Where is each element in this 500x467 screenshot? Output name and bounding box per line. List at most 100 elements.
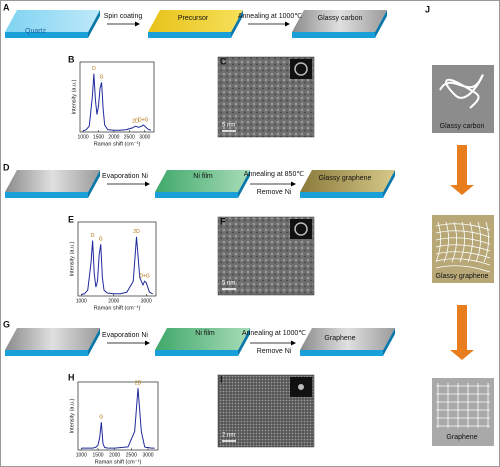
mesh [435, 221, 491, 273]
step-label: Annealing at 1000℃ [242, 330, 306, 337]
slab-side [5, 32, 88, 38]
y-axis-label: Intensity (a.u.) [71, 79, 77, 114]
peak-label: D+G [139, 274, 150, 280]
slab-side [88, 170, 100, 198]
peak-label: D [92, 66, 96, 72]
slab-top [292, 10, 387, 32]
panel-label: A [3, 2, 10, 12]
panel-label: E [68, 214, 74, 224]
schematic-label: Glassy carbon [440, 123, 485, 130]
slab-side [375, 10, 387, 38]
slab-side [292, 32, 375, 38]
slab-side [300, 350, 383, 356]
spectrum [82, 73, 152, 132]
slab-top [155, 170, 250, 192]
arrow-shaft [457, 145, 467, 185]
mesh [435, 221, 491, 263]
schematic-box [432, 378, 494, 446]
slab-side [88, 10, 100, 38]
peak-label: G [99, 415, 103, 421]
x-axis-label: Raman shift (cm⁻¹) [94, 141, 141, 147]
x-tick-label: 3000 [141, 298, 152, 304]
fft-ring [294, 222, 308, 236]
y-axis-label: Intensity (a.u.) [69, 241, 75, 276]
slab-side [5, 350, 88, 356]
scale-bar-label: 5 nm [222, 123, 235, 129]
squiggle [439, 74, 484, 109]
product-label: Glassy graphene [319, 175, 372, 182]
slab-top [148, 10, 243, 32]
x-tick-label: 1000 [78, 134, 89, 140]
plot-frame [79, 61, 155, 133]
fft-ring [298, 384, 304, 390]
panel-label: B [68, 54, 75, 64]
product-label: Precursor [178, 15, 209, 22]
text-layer: A B C D E F G H I J Quartz Spin coating … [3, 2, 489, 440]
step-label: Remove Ni [257, 348, 292, 355]
arrow-head [145, 181, 150, 187]
step-label: Spin coating [104, 13, 143, 20]
x-tick-label: 1000 [76, 452, 87, 458]
arrow-shaft [457, 305, 467, 350]
spectrum [81, 236, 153, 296]
plot-frame [77, 221, 157, 297]
slab-side [155, 350, 238, 356]
x-tick-label: 1500 [92, 452, 103, 458]
product-label: Ni film [193, 173, 213, 180]
arrow-head [291, 181, 296, 187]
peak-label: 2D [133, 229, 140, 235]
step-label: Remove Ni [257, 189, 292, 196]
panel-label: F [220, 216, 226, 226]
x-tick-label: 2000 [109, 452, 120, 458]
product-label: Ni film [195, 330, 215, 337]
x-tick-label: 2000 [108, 134, 119, 140]
x-tick-label: 3000 [139, 134, 150, 140]
x-tick-label: 3000 [142, 452, 153, 458]
spectrum [81, 388, 155, 449]
slab-side [300, 192, 383, 198]
x-tick-label: 2500 [124, 134, 135, 140]
panel-label: C [220, 56, 227, 66]
step-label: Annealing at 850℃ [244, 171, 305, 178]
arrow-head [450, 350, 474, 360]
slab-top [5, 10, 100, 32]
x-tick-label: 1500 [93, 134, 104, 140]
schematic-box [432, 65, 494, 133]
slab-side [155, 192, 238, 198]
slab-side [238, 170, 250, 198]
schematic-label: Graphene [446, 434, 477, 441]
slab-top [5, 170, 100, 192]
slabs [5, 10, 395, 356]
arrow-head [145, 340, 150, 346]
panel-label: D [3, 162, 10, 172]
panel-label: J [425, 4, 430, 14]
peak-label: 2D [135, 381, 142, 387]
x-axis-label: Raman shift (cm⁻¹) [94, 305, 141, 311]
panel-label: G [3, 319, 10, 329]
slab-top [300, 328, 395, 350]
arrow-head [291, 340, 296, 346]
y-axis-label: Intensity (a.u.) [69, 398, 75, 433]
slab-top [155, 328, 250, 350]
slab-side [148, 32, 231, 38]
product-label: Graphene [324, 335, 355, 342]
peak-label: 2D [132, 118, 139, 124]
slab-top [300, 170, 395, 192]
arrow-head [285, 21, 290, 27]
step-label: Evaporation Ni [102, 173, 148, 180]
product-label: Glassy carbon [318, 15, 363, 22]
x-axis-label: Raman shift (cm⁻¹) [95, 459, 142, 465]
peak-label: G [99, 237, 103, 243]
x-tick-label: 2500 [126, 452, 137, 458]
arrow-head [450, 185, 474, 195]
peak-label: D [91, 233, 95, 239]
slab-side [5, 192, 88, 198]
panel-label: I [220, 374, 223, 384]
fft-inset [290, 59, 312, 79]
slab-top [5, 328, 100, 350]
step-label: Annealing at 1000℃ [238, 13, 302, 20]
fft-inset [290, 219, 312, 239]
arrow-head [135, 21, 140, 27]
peak-label: D+G [138, 117, 149, 123]
